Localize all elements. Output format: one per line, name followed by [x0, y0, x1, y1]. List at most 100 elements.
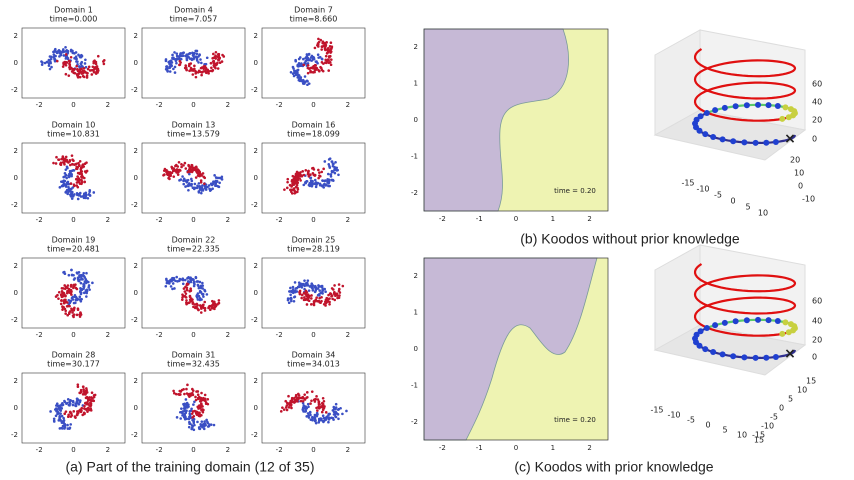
point [181, 282, 185, 286]
point [76, 60, 79, 63]
x-tick-label: 0 [71, 331, 75, 339]
point [304, 293, 308, 296]
point [72, 273, 75, 277]
point [50, 65, 53, 69]
point [165, 65, 168, 69]
point [296, 63, 300, 67]
point [69, 55, 73, 59]
point [211, 182, 215, 185]
point [212, 52, 215, 56]
point [171, 53, 174, 57]
point [75, 73, 79, 76]
point [293, 177, 297, 181]
point [196, 71, 200, 74]
point [203, 288, 206, 292]
point [178, 59, 182, 63]
point [191, 73, 195, 76]
point [289, 188, 292, 192]
point [83, 276, 87, 279]
point [327, 47, 330, 51]
point [185, 401, 189, 405]
point [322, 62, 325, 65]
point [286, 298, 290, 302]
point [303, 296, 306, 299]
point [203, 176, 207, 180]
point [61, 161, 65, 164]
point [79, 55, 83, 59]
point [62, 175, 65, 179]
point [217, 299, 221, 302]
point [178, 277, 182, 281]
point [78, 68, 82, 71]
point [76, 413, 79, 417]
point [291, 285, 295, 289]
point [73, 163, 76, 166]
point [185, 68, 188, 72]
point [185, 286, 189, 290]
sample-dot [785, 114, 792, 121]
point [307, 416, 311, 419]
point [310, 297, 313, 300]
point [174, 279, 177, 283]
point [302, 183, 306, 187]
point [327, 58, 330, 62]
point [336, 408, 340, 411]
sample-dot [774, 102, 781, 109]
point [65, 165, 69, 169]
point [181, 54, 184, 58]
point [67, 273, 71, 277]
point [299, 179, 302, 182]
point [198, 406, 202, 410]
point [327, 69, 331, 72]
point [313, 416, 316, 419]
point [57, 297, 60, 300]
point [85, 387, 88, 390]
point [172, 389, 175, 393]
y-tick-label: -1 [411, 152, 418, 160]
point [69, 399, 73, 403]
point [58, 427, 62, 430]
y-tick-label: -2 [131, 201, 138, 209]
point [198, 298, 202, 302]
point [61, 308, 64, 311]
point [61, 157, 65, 161]
point [83, 401, 87, 405]
point [64, 168, 68, 171]
point [76, 410, 79, 413]
x3d-tick-label: -5 [714, 191, 722, 200]
point [178, 389, 182, 393]
point [317, 37, 320, 41]
point [337, 417, 340, 421]
x-tick-label: 0 [311, 101, 315, 109]
point [190, 177, 193, 181]
y-tick-label: 1 [414, 80, 418, 88]
plot-frame [141, 27, 246, 99]
point [57, 290, 61, 294]
point [212, 423, 216, 427]
point [64, 184, 67, 187]
sample-dot [741, 354, 748, 361]
point [70, 197, 74, 200]
point [293, 69, 296, 73]
sample-dot [752, 354, 759, 361]
point [175, 416, 179, 419]
point [336, 168, 339, 172]
point [75, 167, 79, 171]
point [78, 164, 81, 168]
sample-dot [693, 116, 700, 123]
point [334, 415, 337, 418]
point [303, 393, 306, 396]
point [175, 54, 179, 58]
y-tick-label: 2 [254, 377, 258, 385]
point [66, 284, 70, 287]
point [67, 59, 71, 63]
subplot-time: time=30.177 [47, 360, 100, 369]
point [69, 194, 73, 198]
point [300, 174, 303, 177]
z-tick-label: 20 [812, 336, 822, 345]
point-cloud [162, 160, 224, 195]
point [82, 283, 86, 287]
point [321, 396, 325, 400]
marker-x: × [784, 131, 796, 147]
point [310, 390, 314, 393]
